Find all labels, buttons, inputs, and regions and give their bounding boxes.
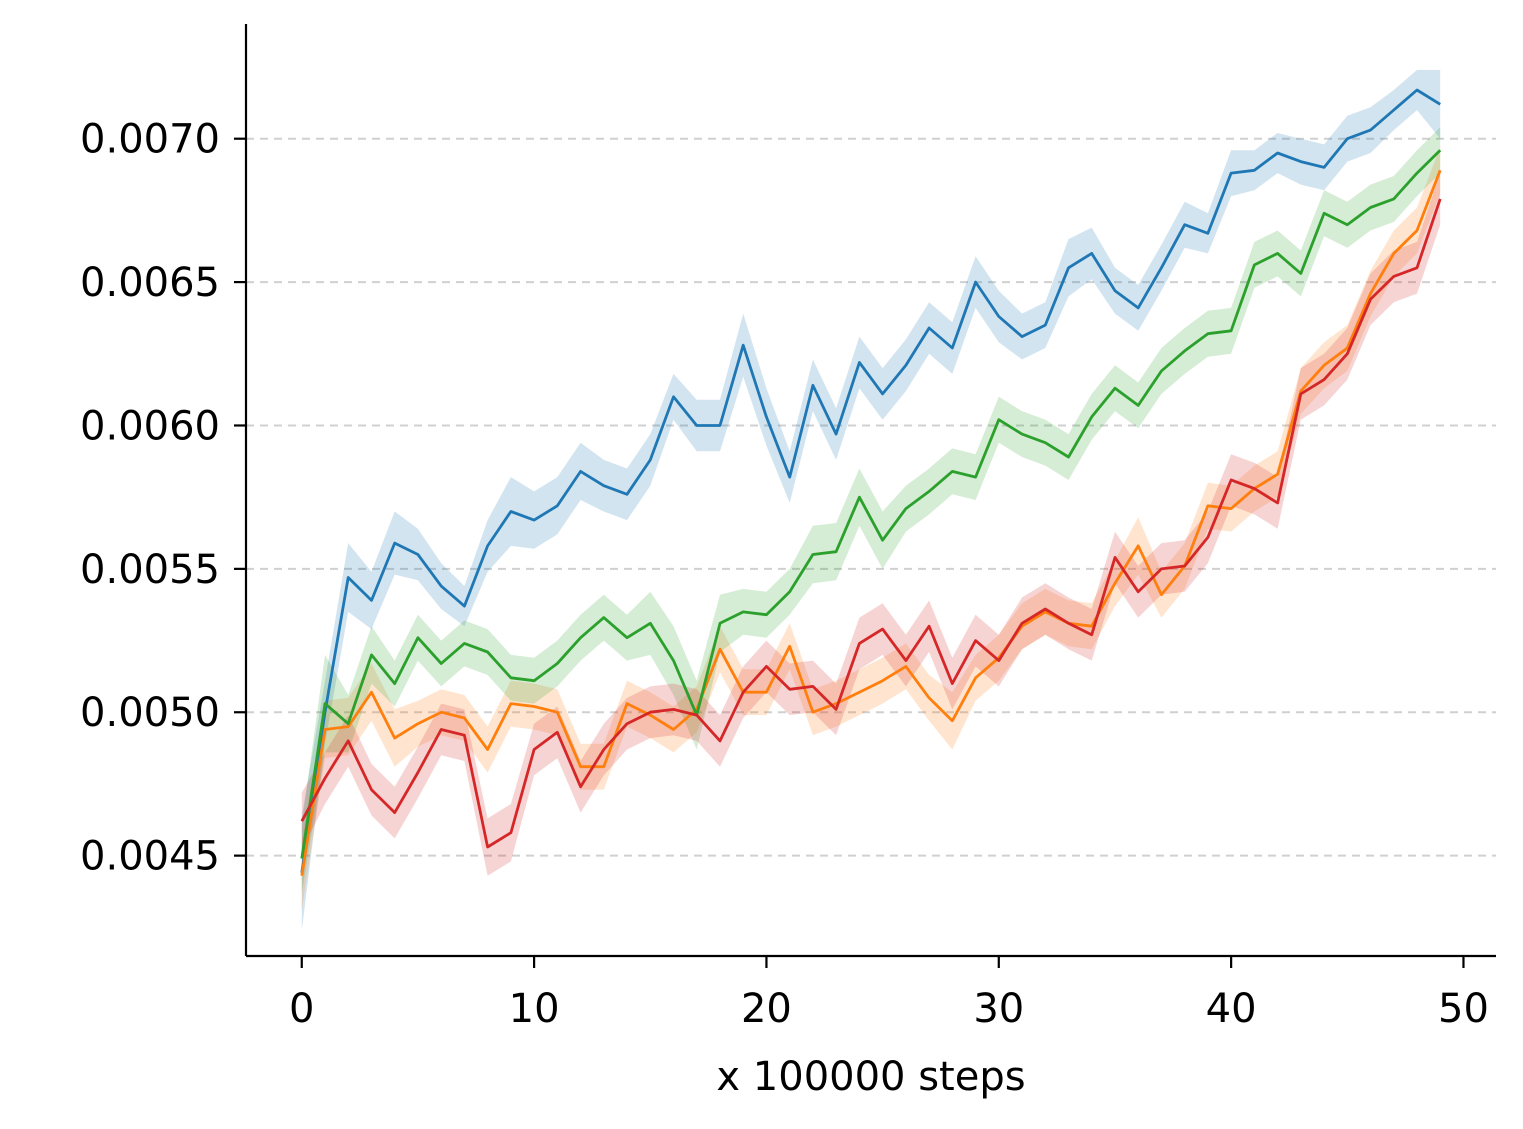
y-ticks: 0.0045 0.0050 0.0055 0.0060 0.0065 0.0070 — [80, 117, 246, 880]
y-tick-label: 0.0050 — [80, 690, 220, 736]
x-tick-label: 20 — [741, 986, 792, 1032]
series-line-3 — [300, 149, 1442, 859]
y-tick-label: 0.0070 — [80, 117, 220, 163]
series-line-2 — [300, 169, 1442, 876]
y-tick-label: 0.0065 — [80, 260, 220, 306]
x-tick-label: 30 — [973, 986, 1024, 1032]
series-band-1 — [301, 69, 1441, 931]
x-tick-label: 10 — [509, 986, 560, 1032]
x-ticks: 0 10 20 30 40 50 — [289, 956, 1489, 1032]
grid-lines — [246, 137, 1496, 857]
series-line-4 — [300, 198, 1442, 849]
x-tick-label: 40 — [1206, 986, 1257, 1032]
series-line-1 — [300, 88, 1441, 874]
series-lines — [300, 88, 1442, 876]
y-tick-label: 0.0055 — [80, 547, 220, 593]
series-band-3 — [301, 127, 1441, 893]
x-tick-label: 50 — [1438, 986, 1489, 1032]
confidence-bands — [301, 69, 1441, 931]
axes — [244, 24, 1496, 958]
x-axis-label: x 100000 steps — [716, 1054, 1025, 1100]
y-tick-label: 0.0045 — [80, 834, 220, 880]
x-tick-label: 0 — [289, 986, 314, 1032]
y-tick-label: 0.0060 — [80, 403, 220, 449]
